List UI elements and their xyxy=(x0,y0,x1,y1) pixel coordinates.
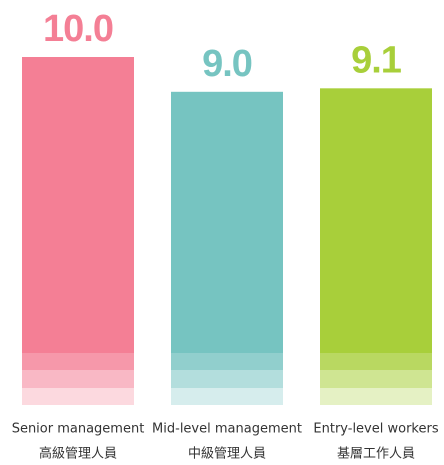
value-label: 10.0 xyxy=(43,8,113,50)
bar-fade xyxy=(22,370,134,388)
bar-fade xyxy=(171,353,283,370)
x-tick-label: Entry-level workers xyxy=(313,422,438,437)
bar xyxy=(320,88,432,405)
bar-fade xyxy=(320,388,432,405)
bar xyxy=(171,91,283,406)
x-tick-label: Senior management xyxy=(12,422,145,437)
bar-fade xyxy=(171,388,283,405)
bar-fade xyxy=(22,353,134,370)
x-tick-label: 基層工作人員 xyxy=(337,447,415,462)
bar-fade xyxy=(22,388,134,405)
value-label: 9.1 xyxy=(351,39,402,81)
bar-fade xyxy=(320,353,432,370)
bar-fade xyxy=(320,370,432,388)
bar-fade xyxy=(171,370,283,388)
bar xyxy=(22,57,134,405)
x-tick-label: 中級管理人員 xyxy=(188,447,266,462)
value-label: 9.0 xyxy=(202,43,252,85)
x-tick-label: Mid-level management xyxy=(152,422,302,437)
x-tick-label: 高級管理人員 xyxy=(39,446,117,462)
